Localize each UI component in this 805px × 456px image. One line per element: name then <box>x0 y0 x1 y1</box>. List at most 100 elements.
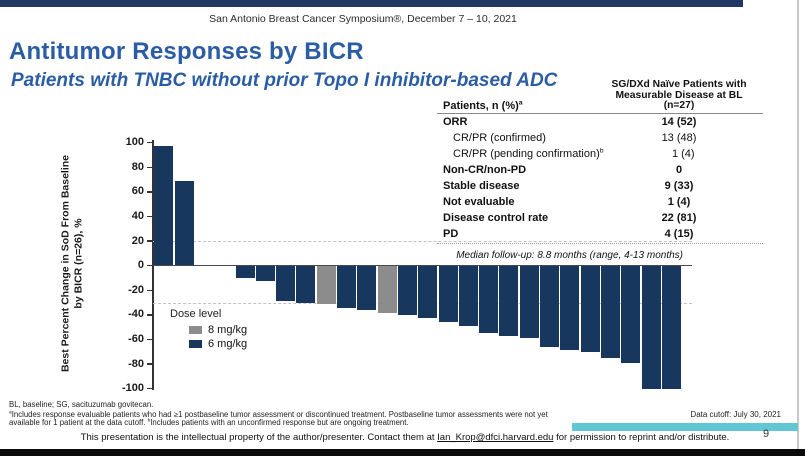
table-row-label: Non-CR/non-PD <box>443 164 527 177</box>
legend-title: Dose level <box>170 308 222 320</box>
waterfall-bar <box>458 266 478 327</box>
abbreviations-note: BL, baseline; SG, sacituzumab govitecan. <box>9 400 154 409</box>
legend-items: 8 mg/kg 6 mg/kg <box>170 323 247 350</box>
y-axis-label-line2: by BICR (n=26), % <box>72 218 85 309</box>
table-row: CR/PR (confirmed) 13 (48) <box>437 130 763 146</box>
legend-item: 6 mg/kg <box>170 337 247 350</box>
page-number: 9 <box>762 428 770 440</box>
contact-email-link[interactable]: Ian_Krop@dfci.harvard.edu <box>437 432 554 443</box>
table-row-value: 1 (4) <box>667 196 691 209</box>
table-row-value: 4 (15) <box>664 228 694 241</box>
footer-disclaimer: This presentation is the intellectual pr… <box>80 432 730 443</box>
legend-swatch-8mgkg <box>189 325 202 334</box>
y-tick-mark <box>147 388 153 390</box>
table-row-value: 14 (52) <box>661 115 697 128</box>
top-accent-bar <box>0 0 743 7</box>
table-row-label: CR/PR (confirmed) <box>453 131 546 144</box>
waterfall-bar <box>397 266 417 316</box>
y-tick-mark <box>147 191 153 193</box>
y-tick-mark <box>147 265 153 267</box>
table-row-label: CR/PR (pending confirmation)b <box>453 147 604 161</box>
y-tick-mark <box>147 240 153 242</box>
y-axis-label-line1: Best Percent Change in SoD From Baseline <box>59 154 72 373</box>
reference-line-20 <box>153 241 692 243</box>
footnotes: BL, baseline; SG, sacituzumab govitecan.… <box>9 400 557 428</box>
y-tick-label: -20 <box>128 283 144 296</box>
waterfall-bar <box>580 266 600 353</box>
y-tick-label: 20 <box>131 234 144 247</box>
waterfall-bar <box>174 180 194 266</box>
y-tick-label: 40 <box>131 210 144 222</box>
waterfall-bar <box>560 266 580 350</box>
table-header-row: Patients, n (%)a SG/DXd Naïve Patients w… <box>437 79 763 114</box>
table-row-value: 9 (33) <box>664 180 694 193</box>
y-tick-mark <box>147 314 153 316</box>
waterfall-bar <box>337 266 356 308</box>
footnote-body: aIncludes response evaluable patients wh… <box>9 409 548 428</box>
table-row-label: Stable disease <box>443 180 520 193</box>
y-tick-label: -60 <box>128 333 144 345</box>
waterfall-bar <box>438 266 458 322</box>
table-row-value: 13 (48) <box>661 131 697 144</box>
y-tick-label: -100 <box>121 382 144 395</box>
table-col2-header: SG/DXd Naïve Patients with Measurable Di… <box>611 79 747 112</box>
waterfall-bar <box>296 266 316 304</box>
waterfall-bar <box>661 266 681 390</box>
y-tick-mark <box>147 215 153 218</box>
legend-item-label: 6 mg/kg <box>208 337 248 350</box>
table-row: ORR 14 (52) <box>437 114 763 130</box>
y-tick-mark <box>147 289 153 291</box>
y-tick-label: -80 <box>128 357 144 370</box>
legend-swatch-6mgkg <box>189 339 202 348</box>
y-tick-label: 0 <box>137 259 144 272</box>
table-row-value: 1 (4) <box>671 148 695 161</box>
y-tick-label: 80 <box>131 160 144 173</box>
dose-legend: Dose level 8 mg/kg 6 mg/kg <box>170 308 247 350</box>
data-cutoff-note: Data cutoff: July 30, 2021 <box>690 410 781 419</box>
table-row-label: PD <box>443 228 459 241</box>
bottom-black-bar <box>0 449 805 456</box>
table-row: Not evaluable 1 (4) <box>437 194 763 210</box>
waterfall-bar <box>519 266 539 338</box>
zero-baseline <box>153 265 692 267</box>
waterfall-bar <box>621 266 641 364</box>
waterfall-bar <box>255 266 275 281</box>
table-row: CR/PR (pending confirmation)b 1 (4) <box>437 146 763 162</box>
page-title: Antitumor Responses by BICR <box>9 38 364 65</box>
median-followup-note: Median follow-up: 8.8 months (range, 4-1… <box>456 250 683 261</box>
waterfall-bar <box>276 266 296 301</box>
y-tick-label: 100 <box>125 136 144 149</box>
table-row-label: ORR <box>443 115 468 128</box>
waterfall-bar <box>377 266 397 313</box>
waterfall-bar <box>418 266 438 318</box>
table-row: Disease control rate 22 (81) <box>437 210 763 226</box>
waterfall-bar <box>499 266 519 337</box>
table-body: ORR 14 (52) CR/PR (confirmed) 13 (48) CR/PR … <box>437 114 763 244</box>
y-tick-mark <box>147 166 153 168</box>
y-tick-mark <box>147 142 153 144</box>
table-row-label: Disease control rate <box>443 212 549 225</box>
waterfall-bar <box>357 266 377 311</box>
legend-item-label: 8 mg/kg <box>208 323 248 336</box>
y-tick-mark <box>147 363 153 365</box>
right-edge-divider <box>797 0 799 449</box>
teal-highlight-bar <box>572 423 798 431</box>
table-row: PD 4 (15) <box>437 226 763 242</box>
waterfall-bar <box>600 266 620 359</box>
table-row: Non-CR/non-PD 0 <box>437 162 763 178</box>
waterfall-bar <box>235 266 255 279</box>
waterfall-bar <box>316 266 336 305</box>
waterfall-bar <box>540 266 559 348</box>
table-row-value: 22 (81) <box>661 212 697 225</box>
waterfall-bar <box>479 266 499 333</box>
waterfall-bar <box>641 266 661 390</box>
legend-item: 8 mg/kg <box>170 323 247 336</box>
table-row-value: 0 <box>675 164 683 177</box>
table-row: Stable disease 9 (33) <box>437 178 763 194</box>
symposium-header: San Antonio Breast Cancer Symposium®, De… <box>209 13 517 25</box>
y-axis-label: Best Percent Change in SoD From Baseline… <box>60 145 87 383</box>
page-subtitle: Patients with TNBC without prior Topo I … <box>11 70 558 91</box>
table-col1-header: Patients, n (%)a <box>443 99 523 112</box>
waterfall-bar <box>154 146 174 266</box>
